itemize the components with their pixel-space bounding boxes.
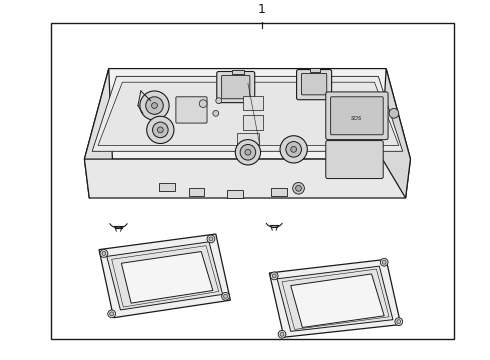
Circle shape — [207, 235, 215, 243]
FancyBboxPatch shape — [296, 69, 332, 100]
Circle shape — [382, 260, 386, 264]
FancyBboxPatch shape — [326, 92, 388, 140]
Polygon shape — [84, 159, 411, 198]
Bar — [232, 69, 244, 75]
Bar — [237, 133, 259, 144]
Bar — [271, 188, 287, 196]
Circle shape — [151, 103, 157, 108]
Circle shape — [100, 249, 108, 257]
Bar — [189, 188, 204, 196]
Circle shape — [213, 111, 219, 116]
Circle shape — [102, 252, 106, 256]
Circle shape — [389, 108, 399, 118]
Circle shape — [272, 274, 276, 278]
Circle shape — [157, 127, 163, 133]
Circle shape — [270, 272, 278, 280]
Circle shape — [216, 98, 221, 104]
Polygon shape — [99, 234, 230, 318]
Text: SOS: SOS — [351, 116, 363, 121]
Circle shape — [395, 318, 403, 325]
Circle shape — [397, 320, 401, 324]
Polygon shape — [84, 68, 411, 159]
Circle shape — [291, 147, 296, 152]
FancyBboxPatch shape — [221, 75, 250, 99]
Polygon shape — [291, 274, 384, 328]
FancyBboxPatch shape — [176, 97, 207, 123]
Bar — [159, 184, 175, 191]
Polygon shape — [92, 76, 403, 151]
FancyBboxPatch shape — [331, 97, 383, 135]
Circle shape — [278, 330, 286, 338]
Polygon shape — [98, 82, 399, 145]
FancyBboxPatch shape — [326, 141, 383, 179]
Circle shape — [245, 149, 251, 155]
Polygon shape — [107, 242, 222, 310]
Circle shape — [380, 258, 388, 266]
Circle shape — [295, 185, 301, 191]
Circle shape — [280, 136, 307, 163]
Polygon shape — [84, 68, 114, 198]
Circle shape — [147, 116, 174, 144]
Polygon shape — [122, 252, 213, 303]
Text: 1: 1 — [258, 3, 266, 16]
Bar — [51, 23, 454, 339]
Circle shape — [223, 294, 227, 298]
Bar — [243, 96, 263, 111]
Polygon shape — [270, 259, 401, 337]
Circle shape — [280, 332, 284, 336]
Circle shape — [146, 97, 163, 114]
Bar — [227, 190, 243, 198]
Circle shape — [110, 312, 114, 316]
Circle shape — [199, 100, 207, 108]
Circle shape — [140, 91, 169, 120]
Circle shape — [293, 183, 304, 194]
Circle shape — [221, 292, 229, 300]
Polygon shape — [277, 266, 393, 331]
Polygon shape — [381, 68, 411, 198]
Circle shape — [209, 237, 213, 241]
Circle shape — [152, 122, 168, 138]
Circle shape — [286, 141, 301, 157]
FancyBboxPatch shape — [301, 73, 327, 95]
Bar — [310, 68, 320, 72]
Bar — [243, 115, 263, 130]
Circle shape — [235, 140, 261, 165]
Circle shape — [108, 310, 116, 318]
Circle shape — [240, 144, 256, 160]
FancyBboxPatch shape — [217, 72, 255, 103]
